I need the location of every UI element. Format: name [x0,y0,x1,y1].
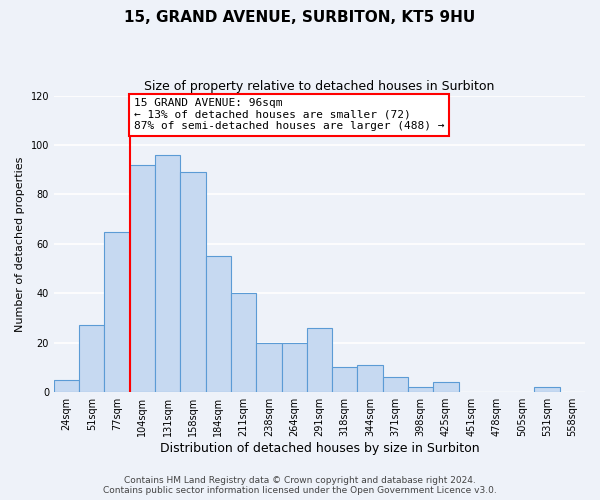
Bar [358,365,383,392]
Bar [408,388,433,392]
Bar [231,294,256,392]
Bar [307,328,332,392]
Bar [281,343,307,392]
Bar [206,256,231,392]
Bar [383,378,408,392]
Text: 15, GRAND AVENUE, SURBITON, KT5 9HU: 15, GRAND AVENUE, SURBITON, KT5 9HU [124,10,476,25]
Bar [155,155,181,392]
X-axis label: Distribution of detached houses by size in Surbiton: Distribution of detached houses by size … [160,442,479,455]
Bar [535,388,560,392]
Bar [181,172,206,392]
Text: Contains HM Land Registry data © Crown copyright and database right 2024.
Contai: Contains HM Land Registry data © Crown c… [103,476,497,495]
Bar [256,343,281,392]
Bar [130,165,155,392]
Y-axis label: Number of detached properties: Number of detached properties [15,156,25,332]
Bar [54,380,79,392]
Title: Size of property relative to detached houses in Surbiton: Size of property relative to detached ho… [144,80,494,93]
Bar [332,368,358,392]
Bar [79,326,104,392]
Text: 15 GRAND AVENUE: 96sqm
← 13% of detached houses are smaller (72)
87% of semi-det: 15 GRAND AVENUE: 96sqm ← 13% of detached… [134,98,444,131]
Bar [104,232,130,392]
Bar [433,382,458,392]
